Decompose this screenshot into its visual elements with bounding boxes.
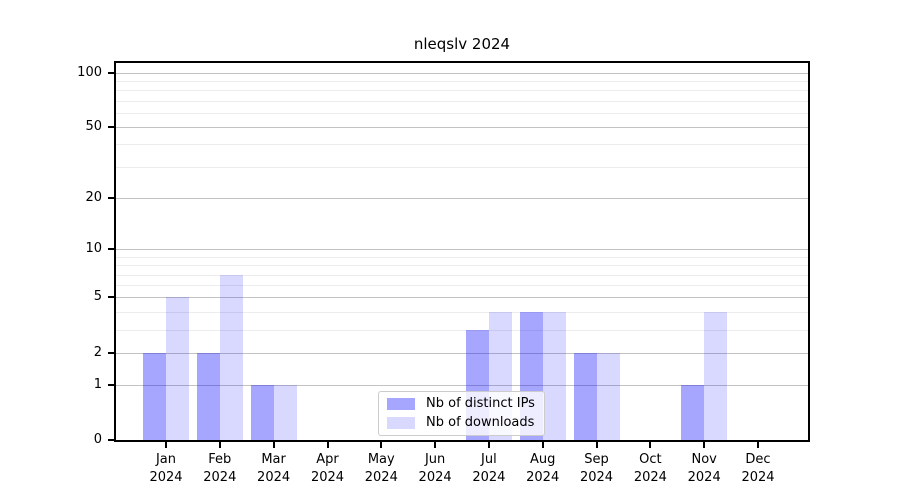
y-tick-mark xyxy=(108,126,114,128)
x-tick-mark xyxy=(487,442,490,448)
bar-jan-ips xyxy=(143,352,166,440)
major-gridline xyxy=(116,297,808,299)
x-tick-mark xyxy=(165,442,167,448)
distinct-ips-swatch xyxy=(387,398,415,410)
y-tick-label: 2 xyxy=(93,344,102,360)
bar-feb-downloads xyxy=(219,274,243,440)
y-tick-label: 100 xyxy=(77,64,102,80)
y-tick-mark xyxy=(108,351,114,354)
minor-gridline xyxy=(116,80,808,82)
x-tick-label: Oct 2024 xyxy=(633,452,667,485)
x-tick-mark xyxy=(595,442,598,448)
y-tick-mark xyxy=(108,296,114,299)
bar-jan-downloads xyxy=(166,297,189,440)
minor-gridline xyxy=(116,100,808,102)
y-tick-label: 1 xyxy=(93,376,102,392)
x-tick-label: Dec 2024 xyxy=(741,452,775,485)
x-tick-mark xyxy=(380,442,383,448)
x-tick-label: Apr 2024 xyxy=(310,452,345,485)
x-tick-mark xyxy=(272,442,275,448)
bar-mar-downloads xyxy=(273,384,297,440)
y-tick-label: 20 xyxy=(85,189,102,205)
y-tick-mark xyxy=(108,439,114,441)
bar-feb-ips xyxy=(196,352,220,440)
bar-mar-ips xyxy=(250,384,274,440)
downloads-swatch xyxy=(387,417,415,429)
major-gridline xyxy=(116,72,808,74)
minor-gridline xyxy=(116,90,808,92)
minor-gridline xyxy=(116,311,808,313)
legend-label-distinct-ips: Nb of distinct IPs xyxy=(426,396,535,411)
x-tick-mark xyxy=(326,442,329,448)
minor-gridline xyxy=(116,112,808,114)
y-tick-mark xyxy=(108,383,114,386)
x-tick-label: Feb 2024 xyxy=(203,452,237,485)
major-gridline xyxy=(116,352,808,354)
x-tick-label: Jan 2024 xyxy=(149,452,183,485)
minor-gridline xyxy=(116,329,808,331)
x-tick-label: Jun 2024 xyxy=(418,452,452,485)
x-tick-mark xyxy=(757,442,759,448)
x-tick-mark xyxy=(703,442,706,448)
legend-item-distinct-ips: Nb of distinct IPs xyxy=(387,396,544,412)
major-gridline xyxy=(116,249,808,251)
minor-gridline xyxy=(116,265,808,267)
x-tick-label: Nov 2024 xyxy=(687,452,721,485)
plot-area xyxy=(114,61,810,442)
bar-nov-downloads xyxy=(704,311,728,440)
x-tick-mark xyxy=(541,442,544,448)
x-tick-mark xyxy=(649,442,652,448)
y-tick-label: 0 xyxy=(93,432,102,447)
y-tick-label: 50 xyxy=(85,119,102,134)
bar-sep-downloads xyxy=(596,352,620,440)
x-tick-label: Mar 2024 xyxy=(257,452,291,485)
minor-gridline xyxy=(116,274,808,276)
legend-item-downloads: Nb of downloads xyxy=(387,415,544,431)
x-tick-label: Aug 2024 xyxy=(526,452,560,485)
minor-gridline xyxy=(116,256,808,258)
x-tick-label: Sep 2024 xyxy=(579,452,614,485)
y-tick-label: 5 xyxy=(93,289,102,305)
chart-title: nleqslv 2024 xyxy=(413,35,511,53)
major-gridline xyxy=(116,197,808,199)
y-tick-mark xyxy=(108,248,114,251)
minor-gridline xyxy=(116,285,808,287)
minor-gridline xyxy=(116,144,808,146)
legend: Nb of distinct IPs Nb of downloads xyxy=(378,391,545,436)
bar-sep-ips xyxy=(573,352,597,440)
major-gridline xyxy=(116,127,808,128)
major-gridline xyxy=(116,384,808,386)
bar-aug-downloads xyxy=(542,311,566,440)
y-tick-mark xyxy=(108,71,114,74)
y-tick-label: 10 xyxy=(85,241,102,257)
x-tick-mark xyxy=(434,442,437,448)
y-tick-mark xyxy=(108,196,114,199)
legend-label-downloads: Nb of downloads xyxy=(426,415,535,430)
x-tick-label: Jul 2024 xyxy=(472,452,506,485)
x-tick-label: May 2024 xyxy=(364,452,398,485)
bar-nov-ips xyxy=(681,384,705,440)
x-tick-mark xyxy=(218,442,221,448)
minor-gridline xyxy=(116,166,808,168)
